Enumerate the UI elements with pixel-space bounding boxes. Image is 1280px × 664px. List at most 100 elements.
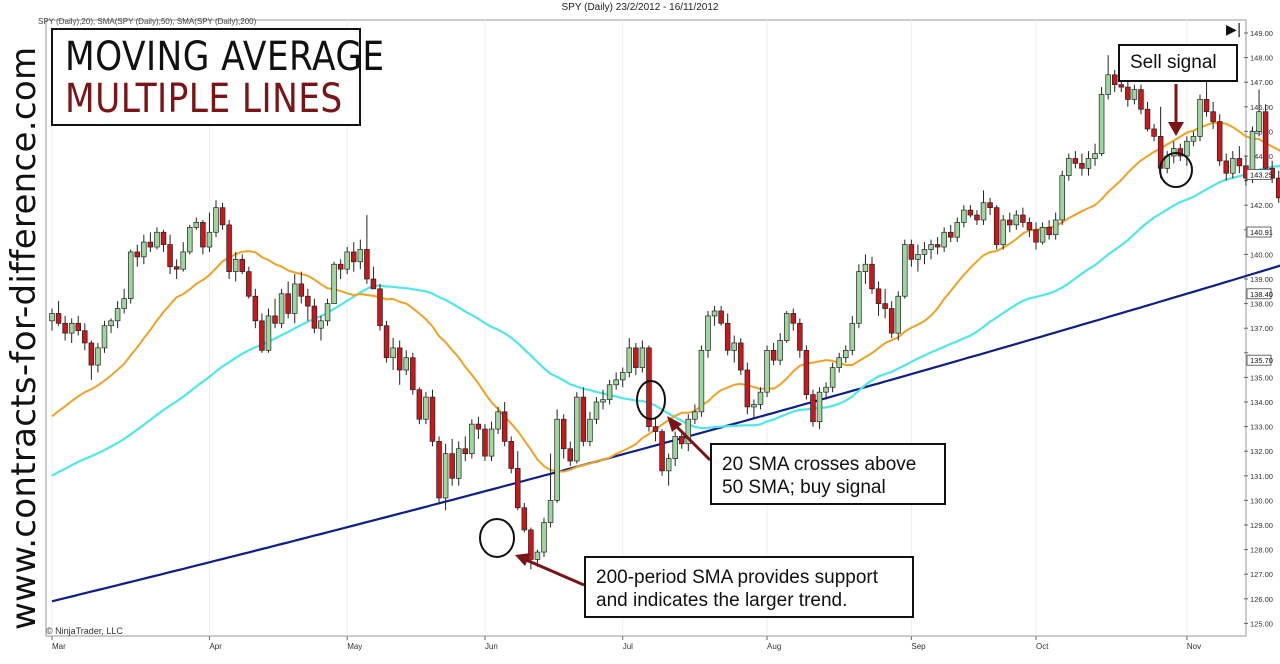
candle xyxy=(790,308,797,331)
candle-body-up xyxy=(1059,175,1065,221)
candle-body-up xyxy=(265,315,272,351)
candle xyxy=(331,261,337,304)
candle-body-down xyxy=(1262,111,1269,169)
price-marker-label: 138.40 xyxy=(1250,290,1273,299)
candle-body-up xyxy=(547,500,554,523)
price-marker-label: 143.25 xyxy=(1250,170,1273,179)
candle-body-up xyxy=(915,254,921,260)
candle-body-down xyxy=(272,315,278,324)
candle-body-up xyxy=(423,396,429,420)
scroll-to-end-button[interactable]: ▶| xyxy=(1226,22,1242,38)
candle-body-down xyxy=(1210,111,1216,122)
candle xyxy=(1033,222,1039,250)
candle-body-down xyxy=(724,322,731,351)
candle xyxy=(488,421,495,462)
candle xyxy=(1039,222,1046,245)
candle xyxy=(252,288,259,329)
candle xyxy=(1125,79,1131,107)
sma-50-line xyxy=(51,165,1280,477)
candle-body-down xyxy=(515,468,521,509)
candle xyxy=(515,451,521,511)
candle xyxy=(1256,89,1262,137)
candle-body-up xyxy=(895,295,901,334)
candle xyxy=(49,308,55,331)
candle-body-up xyxy=(121,298,127,309)
candle-body-up xyxy=(469,423,475,455)
candle-body-up xyxy=(541,522,547,553)
candle xyxy=(862,254,869,284)
candle-body-down xyxy=(1111,74,1118,86)
candle xyxy=(1236,146,1243,174)
candle-body-down xyxy=(82,330,88,344)
candle xyxy=(357,239,364,270)
candle xyxy=(55,301,62,326)
candle-body-up xyxy=(613,379,619,386)
candle-body-up xyxy=(403,357,409,371)
candle-body-down xyxy=(652,426,659,432)
candle-body-up xyxy=(534,551,541,560)
candle xyxy=(482,424,488,462)
candle xyxy=(265,308,272,353)
candle-body-up xyxy=(921,249,928,255)
candle-body-down xyxy=(1203,99,1210,113)
candle-body-up xyxy=(672,436,678,459)
candle-body-up xyxy=(101,325,108,349)
candle xyxy=(1007,212,1013,233)
candle xyxy=(1144,101,1151,132)
candle xyxy=(816,387,823,430)
candle-body-up xyxy=(455,448,462,479)
candle xyxy=(797,318,803,358)
candle xyxy=(127,249,134,304)
candle-body-down xyxy=(633,347,639,368)
support-circle xyxy=(479,518,515,558)
candle xyxy=(436,436,442,503)
candle-body-up xyxy=(902,244,908,297)
candle-body-down xyxy=(888,308,895,334)
candle xyxy=(469,419,475,459)
candle-body-down xyxy=(147,241,154,248)
candle-body-down xyxy=(803,349,810,395)
y-tick-label: 137.00 xyxy=(1250,324,1273,333)
candle-body-down xyxy=(337,263,344,270)
candle xyxy=(232,251,239,282)
candle xyxy=(298,271,305,304)
candle-body-down xyxy=(947,231,954,238)
candle-body-down xyxy=(200,222,206,248)
crossover-callout: 20 SMA crosses above 50 SMA; buy signal xyxy=(710,443,946,505)
candle xyxy=(1085,151,1092,176)
candle xyxy=(114,301,121,329)
candle-body-down xyxy=(377,288,383,327)
candle-body-up xyxy=(390,347,396,359)
candle-body-up xyxy=(554,418,560,501)
candle-body-down xyxy=(1020,214,1026,223)
candle xyxy=(685,414,692,452)
candle xyxy=(613,372,619,390)
candle xyxy=(961,205,967,228)
candle-body-up xyxy=(954,222,961,238)
candle xyxy=(843,345,849,363)
title-line-1: MOVING AVERAGE xyxy=(65,34,385,80)
candle-body-down xyxy=(75,322,81,332)
candle-body-up xyxy=(606,384,613,400)
candle-body-down xyxy=(810,394,816,423)
candle xyxy=(1190,131,1197,147)
sell-signal-callout: Sell signal xyxy=(1118,44,1238,82)
price-marker: 140.91 xyxy=(1246,226,1273,238)
moving-average-lines xyxy=(51,121,1280,603)
candle-body-up xyxy=(836,357,842,368)
candle-body-up xyxy=(574,396,580,462)
candle xyxy=(580,387,587,447)
candle-body-down xyxy=(62,322,68,334)
candle-body-up xyxy=(193,222,200,228)
candle-body-down xyxy=(436,441,442,499)
candle xyxy=(134,244,141,267)
candle xyxy=(902,239,908,299)
support-text-2: and indicates the larger trend. xyxy=(596,590,848,611)
y-tick-label: 133.00 xyxy=(1250,423,1273,432)
candle-body-down xyxy=(259,320,265,351)
candle-body-down xyxy=(567,448,573,462)
candle-body-up xyxy=(783,313,790,341)
candle xyxy=(665,453,672,486)
candle-body-down xyxy=(659,431,665,472)
cross-circle xyxy=(636,380,666,420)
